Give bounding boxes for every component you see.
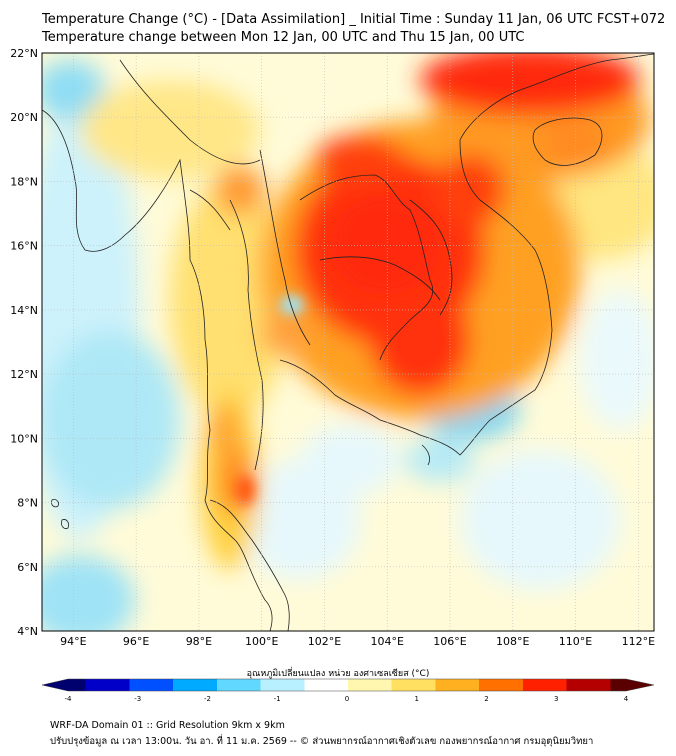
longitude-labels: 94°E 96°E 98°E 100°E 102°E 104°E 106°E 108°E 110… bbox=[60, 635, 655, 648]
colorbar-tick-label: -4 bbox=[65, 695, 73, 703]
lat-tick-label: 18°N bbox=[10, 175, 38, 188]
colorbar-tick-label: 2 bbox=[484, 695, 488, 703]
lat-tick-label: 16°N bbox=[10, 240, 38, 253]
colorbar-ticks: -4 -3 -2 -1 0 1 2 3 4 bbox=[65, 695, 629, 703]
lat-tick-label: 10°N bbox=[10, 432, 38, 445]
lon-tick-label: 104°E bbox=[371, 635, 404, 648]
colorbar: -4 -3 -2 -1 0 1 2 3 4 bbox=[41, 678, 655, 703]
lat-tick-label: 4°N bbox=[17, 625, 38, 638]
lon-tick-label: 98°E bbox=[186, 635, 212, 648]
lon-tick-label: 108°E bbox=[496, 635, 529, 648]
lat-tick-label: 8°N bbox=[17, 497, 38, 510]
lat-tick-label: 14°N bbox=[10, 304, 38, 317]
colorbar-tick-label: 1 bbox=[415, 695, 419, 703]
lon-tick-label: 106°E bbox=[433, 635, 466, 648]
temperature-field bbox=[42, 53, 654, 631]
colorbar-tick-label: -1 bbox=[274, 695, 281, 703]
colorbar-bar bbox=[41, 678, 655, 692]
lon-tick-label: 96°E bbox=[123, 635, 149, 648]
lon-tick-label: 94°E bbox=[60, 635, 86, 648]
lon-tick-label: 100°E bbox=[245, 635, 278, 648]
colorbar-tick-label: -2 bbox=[204, 695, 211, 703]
colorbar-tick-label: 0 bbox=[345, 695, 349, 703]
latitude-labels: 22°N 20°N 18°N 16°N 14°N 12°N 10°N 8°N 6°N 4°N bbox=[10, 47, 38, 638]
lon-tick-label: 102°E bbox=[308, 635, 341, 648]
graticule bbox=[42, 53, 654, 631]
colorbar-label: อุณหภูมิเปลี่ยนแปลง หน่วย องศาเซลเซียส (… bbox=[246, 669, 430, 679]
map-title-line1: Temperature Change (°C) - [Data Assimila… bbox=[42, 12, 666, 27]
footer-update-info: ปรับปรุงข้อมูล ณ เวลา 13:00น. วัน อา. ที… bbox=[50, 736, 594, 747]
lat-tick-label: 20°N bbox=[10, 111, 38, 124]
footer-model-info: WRF-DA Domain 01 :: Grid Resolution 9km … bbox=[50, 720, 285, 731]
lon-tick-label: 112°E bbox=[622, 635, 655, 648]
colorbar-tick-label: -3 bbox=[134, 695, 141, 703]
map-frame bbox=[41, 52, 655, 632]
colorbar-tick-label: 4 bbox=[624, 695, 629, 703]
lat-tick-label: 12°N bbox=[10, 368, 38, 381]
colorbar-tick-label: 3 bbox=[554, 695, 558, 703]
lat-tick-label: 6°N bbox=[17, 561, 38, 574]
map-title-line2: Temperature change between Mon 12 Jan, 0… bbox=[42, 30, 525, 45]
coastlines bbox=[42, 53, 654, 631]
lon-tick-label: 110°E bbox=[559, 635, 592, 648]
lat-tick-label: 22°N bbox=[10, 47, 38, 60]
